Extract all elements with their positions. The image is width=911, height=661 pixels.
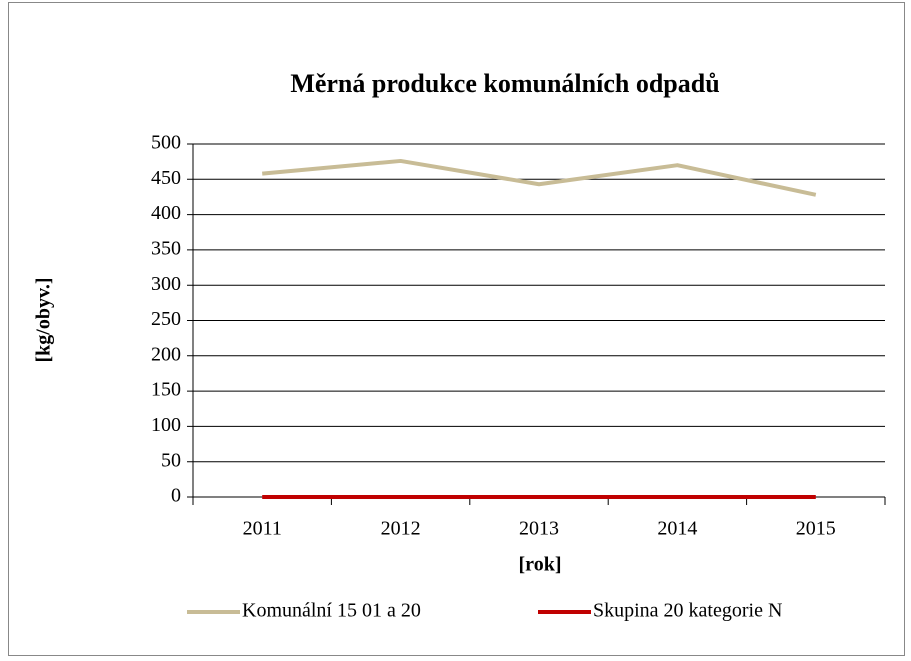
chart-title: Měrná produkce komunálních odpadů xyxy=(290,69,719,98)
x-tick-label: 2012 xyxy=(381,518,421,540)
x-axis-label: [rok] xyxy=(519,554,562,576)
y-tick-label: 0 xyxy=(171,485,181,507)
x-tick-label: 2014 xyxy=(657,518,697,540)
y-tick-label: 350 xyxy=(151,237,181,259)
x-tick-label: 2011 xyxy=(243,518,282,540)
legend-label: Skupina 20 kategorie N xyxy=(593,600,782,622)
y-tick-label: 250 xyxy=(151,308,181,330)
x-tick-label: 2015 xyxy=(796,518,836,540)
x-tick-label: 2013 xyxy=(519,518,559,540)
legend-label: Komunální 15 01 a 20 xyxy=(242,600,421,622)
series-line xyxy=(262,158,817,197)
y-tick-label: 50 xyxy=(161,449,181,471)
y-tick-label: 500 xyxy=(151,132,181,154)
y-tick-label: 100 xyxy=(151,414,181,436)
y-tick-label: 150 xyxy=(151,379,181,401)
y-axis-label: [kg/obyv.] xyxy=(33,277,55,362)
chart-frame xyxy=(8,2,905,656)
y-tick-label: 400 xyxy=(151,202,181,224)
y-tick-label: 450 xyxy=(151,167,181,189)
y-tick-label: 200 xyxy=(151,343,181,365)
y-tick-label: 300 xyxy=(151,273,181,295)
